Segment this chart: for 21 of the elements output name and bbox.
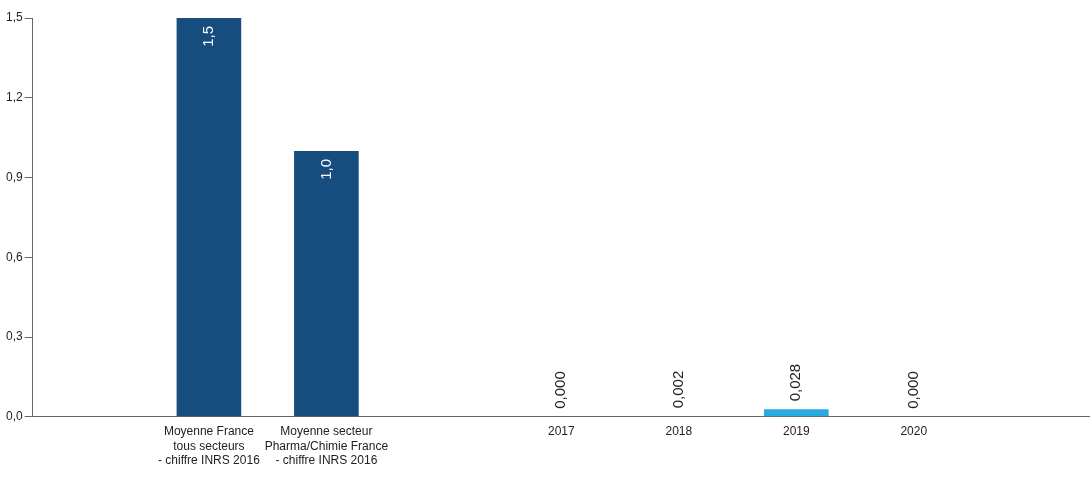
x-tick-label: Moyenne secteur Pharma/Chimie France - chiffre INRS 2016 (264, 424, 389, 468)
x-tick-label: 2017 (547, 424, 576, 439)
data-label: 0,000 (903, 371, 921, 409)
data-label: 0,000 (551, 371, 569, 409)
y-tick-label: 0,9 (5, 169, 23, 184)
y-tick-label: 0,0 (5, 409, 23, 424)
bar (176, 18, 242, 417)
y-tick-label: 0,3 (5, 329, 23, 344)
data-label: 0,002 (668, 370, 686, 409)
data-label: 0,028 (786, 363, 804, 402)
bar (763, 409, 829, 417)
data-label: 1,0 (316, 158, 334, 180)
bar (294, 150, 359, 417)
y-tick-label: 1,5 (5, 10, 23, 25)
x-tick-label: 2019 (782, 424, 810, 439)
x-tick-label: 2020 (900, 424, 928, 439)
y-tick-label: 1,2 (5, 90, 23, 105)
y-tick-label: 0,6 (5, 249, 23, 264)
x-tick-label: Moyenne France tous secteurs - chiffre INRS 2016 (157, 424, 261, 468)
data-label: 1,5 (199, 26, 217, 47)
x-tick-label: 2018 (665, 424, 693, 439)
